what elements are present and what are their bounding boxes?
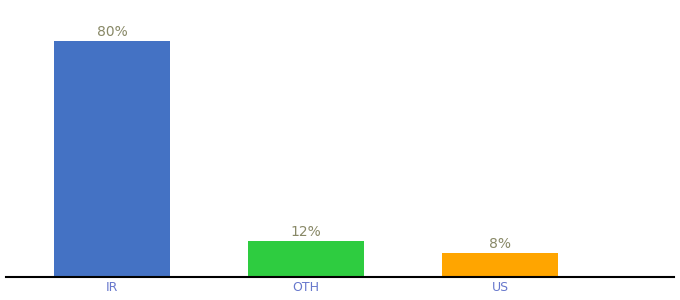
Text: 12%: 12% xyxy=(290,225,322,239)
Bar xyxy=(248,241,364,277)
Bar xyxy=(54,41,171,277)
Text: 80%: 80% xyxy=(97,25,128,39)
Bar xyxy=(442,253,558,277)
Text: 8%: 8% xyxy=(489,237,511,251)
